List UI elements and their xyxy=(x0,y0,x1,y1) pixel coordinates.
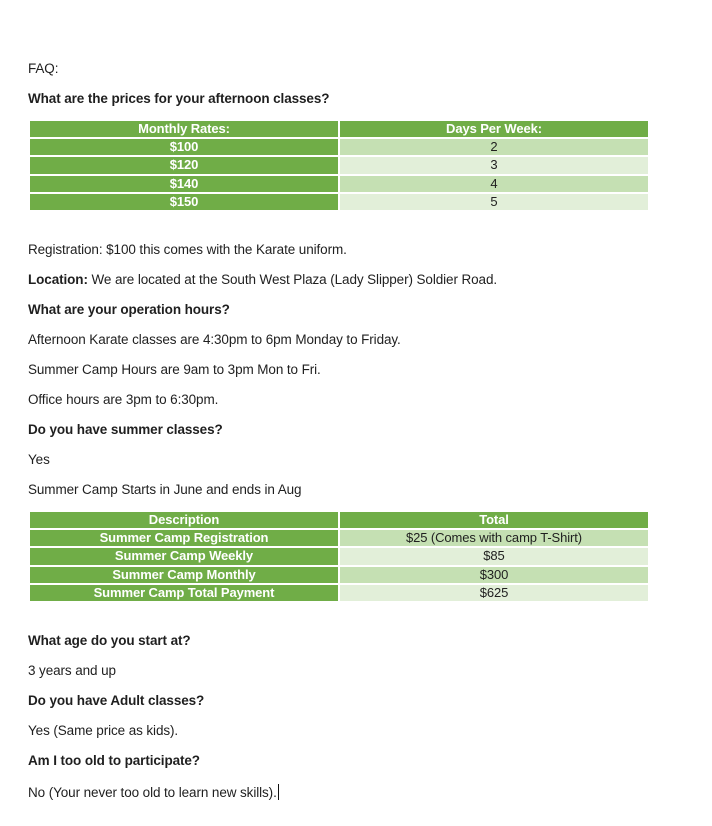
rate-cell: $140 xyxy=(28,173,340,194)
summer-table-header-row: Description Total xyxy=(28,509,650,531)
days-cell: 5 xyxy=(338,191,650,212)
table-row: Summer Camp Total Payment $625 xyxy=(28,582,650,603)
rate-cell: $150 xyxy=(28,191,340,212)
days-cell: 3 xyxy=(338,155,650,176)
description-cell: Summer Camp Monthly xyxy=(28,564,340,585)
question-operation-hours: What are your operation hours? xyxy=(28,301,230,317)
days-cell: 4 xyxy=(338,173,650,194)
table-row: Summer Camp Weekly $85 xyxy=(28,546,650,567)
answer-start-age: 3 years and up xyxy=(28,662,116,678)
office-hours-line: Office hours are 3pm to 6:30pm. xyxy=(28,391,219,407)
days-cell: 2 xyxy=(338,137,650,158)
table-row: $140 4 xyxy=(28,173,650,194)
answer-summer-classes: Yes xyxy=(28,451,50,467)
table-row: Summer Camp Registration $25 (Comes with… xyxy=(28,528,650,549)
answer-too-old: No (Your never too old to learn new skil… xyxy=(28,784,277,800)
pricing-table-header-monthly-rates: Monthly Rates: xyxy=(28,118,340,140)
table-row: $150 5 xyxy=(28,191,650,212)
afternoon-hours-line: Afternoon Karate classes are 4:30pm to 6… xyxy=(28,331,401,347)
total-cell: $85 xyxy=(338,546,650,567)
question-adult-classes: Do you have Adult classes? xyxy=(28,692,205,708)
question-summer-classes: Do you have summer classes? xyxy=(28,421,223,437)
question-too-old: Am I too old to participate? xyxy=(28,752,200,768)
rate-cell: $120 xyxy=(28,155,340,176)
description-cell: Summer Camp Total Payment xyxy=(28,582,340,603)
table-row: $100 2 xyxy=(28,137,650,158)
description-cell: Summer Camp Registration xyxy=(28,528,340,549)
summer-table-header-description: Description xyxy=(28,509,340,531)
summer-dates-line: Summer Camp Starts in June and ends in A… xyxy=(28,481,302,497)
pricing-table-header-days-per-week: Days Per Week: xyxy=(338,118,650,140)
registration-line: Registration: $100 this comes with the K… xyxy=(28,241,347,257)
table-row: $120 3 xyxy=(28,155,650,176)
location-label: Location: xyxy=(28,271,88,287)
answer-adult-classes: Yes (Same price as kids). xyxy=(28,722,179,738)
total-cell: $625 xyxy=(338,582,650,603)
pricing-table-header-row: Monthly Rates: Days Per Week: xyxy=(28,118,650,140)
total-cell: $300 xyxy=(338,564,650,585)
text-cursor xyxy=(277,783,280,800)
rate-cell: $100 xyxy=(28,137,340,158)
summer-camp-table: Description Total Summer Camp Registrati… xyxy=(28,509,650,603)
answer-too-old-line: No (Your never too old to learn new skil… xyxy=(28,783,652,800)
question-start-age: What age do you start at? xyxy=(28,632,191,648)
description-cell: Summer Camp Weekly xyxy=(28,546,340,567)
summer-table-header-total: Total xyxy=(338,509,650,531)
location-line: Location: We are located at the South We… xyxy=(28,271,652,287)
pricing-table: Monthly Rates: Days Per Week: $100 2 $12… xyxy=(28,118,650,212)
total-cell: $25 (Comes with camp T-Shirt) xyxy=(338,528,650,549)
table-row: Summer Camp Monthly $300 xyxy=(28,564,650,585)
faq-label: FAQ: xyxy=(28,61,59,76)
summer-camp-hours-line: Summer Camp Hours are 9am to 3pm Mon to … xyxy=(28,361,321,377)
question-afternoon-prices: What are the prices for your afternoon c… xyxy=(28,91,330,106)
location-text: We are located at the South West Plaza (… xyxy=(87,271,498,287)
